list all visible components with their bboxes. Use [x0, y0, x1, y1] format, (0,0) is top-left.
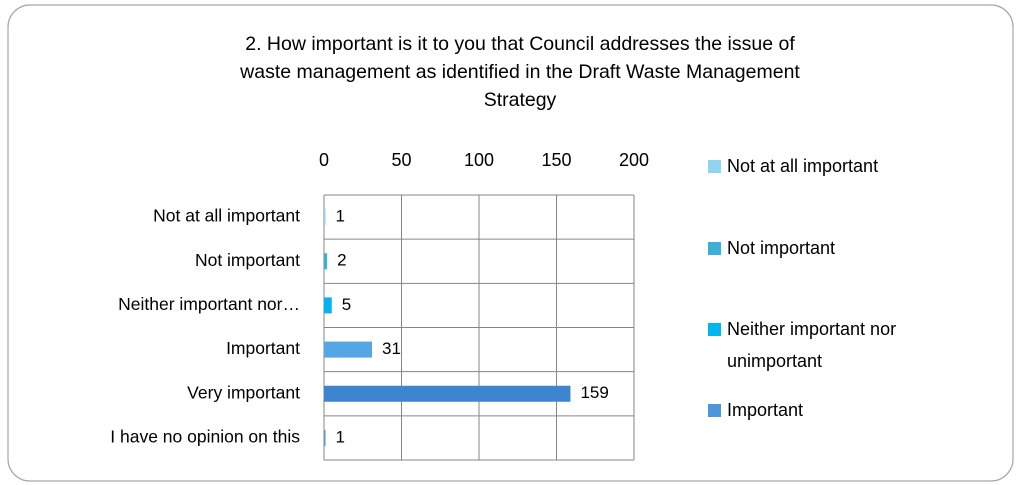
value-label: 2 — [337, 251, 346, 270]
y-tick-label: I have no opinion on this — [110, 427, 300, 447]
legend-label: Neither important nor unimportant — [727, 319, 897, 371]
bar — [324, 209, 326, 226]
bar — [324, 429, 326, 446]
x-tick-label: 200 — [619, 150, 649, 170]
y-tick-label: Very important — [187, 382, 300, 402]
legend-item: Not important — [708, 232, 977, 264]
legend-swatch — [708, 323, 721, 336]
x-tick-label: 0 — [319, 150, 329, 170]
value-label: 5 — [342, 295, 351, 314]
y-tick-label: Important — [226, 338, 300, 358]
legend-swatch — [708, 160, 721, 173]
legend-label: Not at all important — [727, 156, 879, 176]
y-tick-label: Neither important nor… — [118, 294, 300, 314]
chart-title: 2. How important is it to you that Counc… — [245, 33, 795, 55]
y-tick-label: Not at all important — [153, 206, 300, 226]
legend-label: Important — [727, 400, 804, 420]
y-tick-label: Not important — [195, 250, 300, 270]
value-label: 1 — [336, 207, 345, 226]
bar — [324, 253, 328, 270]
bar — [324, 341, 373, 358]
legend-item: Neither important nor unimportant — [708, 313, 977, 377]
legend-label: Not important — [727, 238, 836, 258]
value-label: 159 — [580, 383, 608, 402]
x-tick-label: 50 — [391, 150, 411, 170]
chart-frame — [7, 4, 1014, 482]
x-tick-label: 100 — [464, 150, 494, 170]
value-label: 1 — [336, 427, 345, 446]
bar — [324, 385, 571, 402]
legend-swatch — [708, 404, 721, 417]
chart-title: waste management as identified in the Dr… — [239, 61, 800, 83]
legend-item: Important — [708, 394, 977, 426]
chart-title: Strategy — [484, 89, 557, 111]
value-label: 31 — [382, 339, 401, 358]
x-tick-label: 150 — [541, 150, 571, 170]
legend-swatch — [708, 242, 721, 255]
legend-item: Not at all important — [708, 150, 977, 182]
bar — [324, 297, 332, 314]
